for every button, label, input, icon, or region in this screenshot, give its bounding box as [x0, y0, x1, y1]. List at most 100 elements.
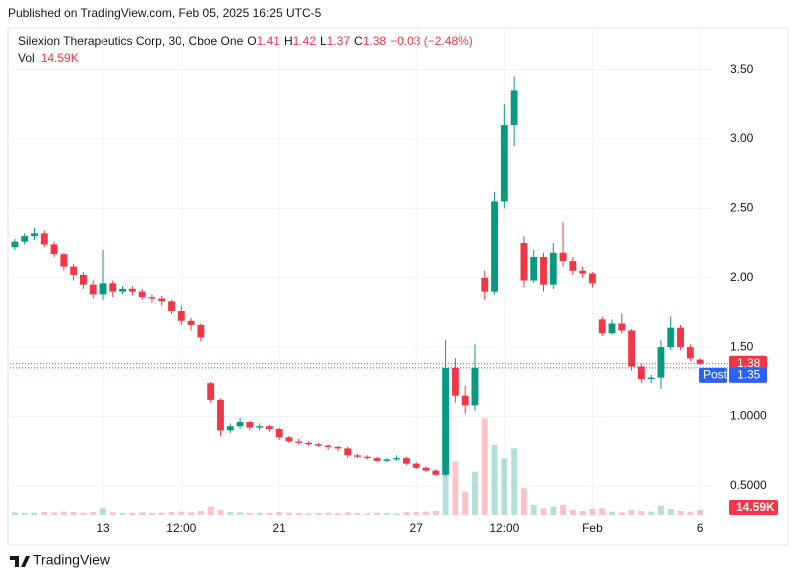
volume-bar [393, 513, 400, 515]
candle-body [275, 428, 283, 438]
volume-label: Vol [18, 51, 35, 65]
volume-bar [344, 512, 351, 515]
candle-body [236, 422, 244, 427]
volume-bar [423, 511, 429, 515]
post-label: Post [703, 368, 728, 382]
volume-bar [472, 471, 478, 515]
volume-badge-label: 14.59K [736, 500, 775, 514]
candle-body [148, 297, 156, 299]
candle-body [520, 243, 528, 281]
ohlc-value: 1.38 [363, 34, 387, 48]
volume-bar [31, 512, 38, 515]
symbol: Silexion Therapeutics Corp, 30, Cboe One [18, 34, 244, 48]
candle-body [481, 277, 489, 292]
candle-body [383, 459, 391, 461]
volume-bar [462, 491, 469, 515]
volume-bar [481, 418, 488, 515]
volume-bar [178, 511, 185, 515]
brand: TradingView [10, 552, 111, 568]
candle-body [696, 359, 704, 364]
candle-body [598, 319, 606, 334]
candle-body [158, 298, 166, 302]
candle-body [442, 367, 450, 475]
volume-bar [188, 512, 195, 515]
candle-body [207, 383, 215, 400]
volume-bar [667, 509, 674, 515]
candle-body [138, 291, 146, 298]
candle-body [79, 274, 87, 285]
volume-bar [334, 513, 341, 515]
candle-body [187, 320, 195, 325]
volume-bar [648, 511, 655, 515]
volume-bar [540, 508, 547, 515]
volume-bar [560, 505, 566, 515]
published-note: Published on TradingView.com, Feb 05, 20… [8, 6, 322, 20]
volume-bar [403, 512, 410, 515]
candle-body [295, 441, 303, 443]
candle-body [608, 323, 616, 334]
candle-body [589, 273, 596, 284]
candle-body [579, 270, 587, 274]
candle-body [70, 266, 78, 275]
candle-body [285, 437, 293, 442]
ohlc-value: 1.37 [327, 34, 351, 48]
x-tick-label: 27 [410, 521, 424, 535]
candle-body [40, 233, 48, 245]
y-tick-label: 0.5000 [730, 478, 767, 492]
y-tick-label: 1.0000 [730, 409, 767, 423]
volume-bar [511, 448, 518, 515]
volume-bar [70, 512, 77, 515]
volume-bar [197, 511, 204, 515]
volume-bar [51, 512, 57, 515]
candle-body [305, 442, 312, 445]
volume-bar [325, 512, 332, 515]
x-tick-label: 6 [697, 521, 704, 535]
volume-bar [100, 508, 106, 515]
candle-body [246, 422, 254, 428]
grid [10, 28, 712, 515]
volume-bar [21, 513, 28, 515]
volume-bar [11, 512, 18, 515]
volume-bar [530, 505, 537, 515]
candle-body [109, 283, 117, 292]
candle-body [11, 241, 19, 248]
volume-bar [520, 488, 527, 515]
volume-bar [168, 512, 175, 515]
candle-body [177, 311, 185, 321]
candle-body [403, 458, 410, 464]
candle-body [314, 444, 322, 446]
volume-bar [618, 512, 625, 515]
candle-body [373, 458, 381, 461]
volume-bar [364, 513, 371, 515]
candle-body [265, 426, 273, 429]
volume-bar [139, 512, 146, 515]
change: −0.03 (−2.48%) [390, 34, 473, 48]
volume-bar [589, 509, 596, 515]
candle-body [569, 261, 577, 271]
ohlc-label: C [354, 34, 363, 48]
candle-body [197, 324, 205, 338]
post-price-label: 1.35 [737, 368, 761, 382]
volume-bar [286, 512, 292, 515]
volume-bar [569, 510, 576, 515]
candle-body [461, 395, 469, 406]
volume-bar [109, 512, 116, 515]
candle-body [667, 327, 675, 348]
x-tick-label: 21 [273, 521, 287, 535]
volume-bar [80, 512, 87, 515]
volume-bar [452, 461, 459, 515]
volume-bar [383, 513, 390, 515]
candle-body [363, 456, 371, 459]
candle-body [471, 367, 479, 406]
volume-bar [579, 511, 586, 515]
volume-bar [628, 510, 635, 515]
volume-bar [276, 512, 283, 515]
candle-body [50, 244, 58, 255]
candle-body [500, 125, 508, 202]
brand-name: TradingView [33, 552, 111, 568]
volume-bar [158, 512, 165, 515]
candle-body [530, 256, 538, 281]
x-tick-label: 13 [96, 521, 110, 535]
